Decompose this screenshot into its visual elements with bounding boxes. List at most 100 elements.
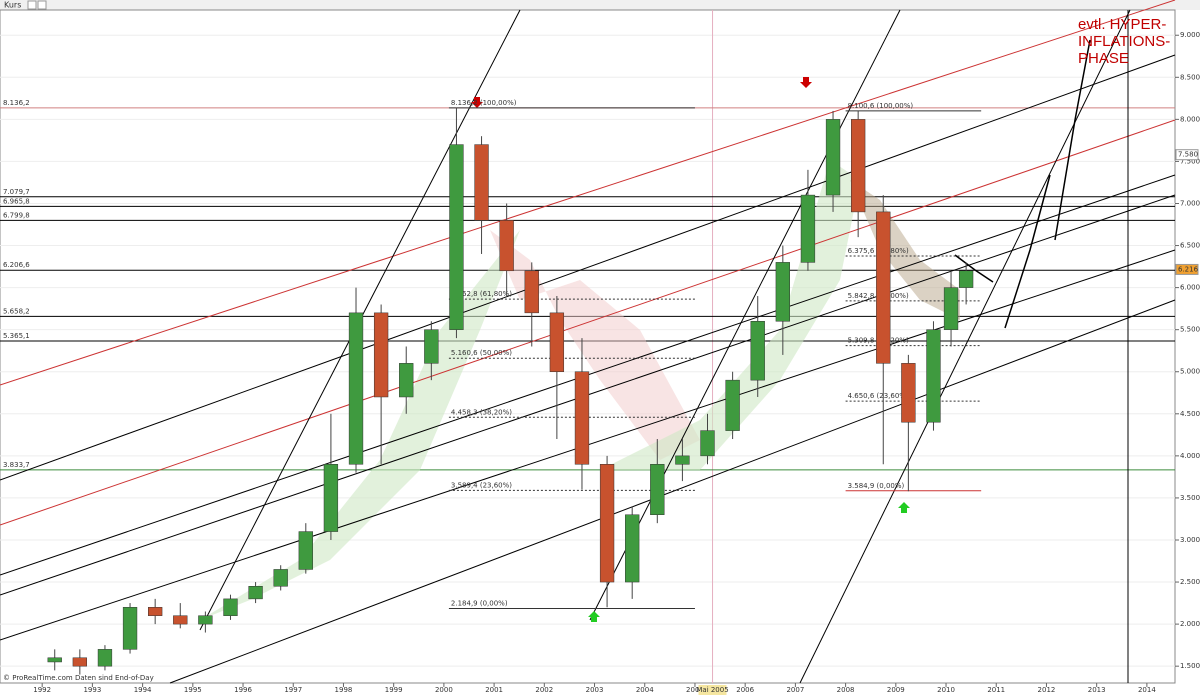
fib-label: 3.589,4 (23,60%): [451, 481, 512, 489]
y-tick-label: 5.500: [1180, 326, 1200, 334]
candle-body: [97, 649, 113, 667]
arrow: [954, 254, 994, 283]
x-tick-label: 2007: [786, 686, 804, 694]
y-tick-label: 8.500: [1180, 73, 1200, 81]
x-tick-label: 1995: [184, 686, 202, 694]
candle-body: [248, 586, 263, 600]
signal-arrow: [588, 611, 600, 622]
candle-body: [273, 569, 288, 587]
y-tick-label: 2.000: [1180, 620, 1200, 628]
level-label: 5.365,1: [3, 332, 30, 340]
candle-body: [549, 312, 565, 372]
candle-body: [148, 607, 163, 616]
candle-body: [524, 270, 539, 314]
candle-body: [675, 455, 690, 465]
candle-body: [725, 379, 740, 431]
tool-button[interactable]: [37, 0, 47, 10]
candle-body: [700, 430, 715, 457]
plot-frame: [0, 9, 1176, 684]
x-tick-label: 2001: [485, 686, 503, 694]
x-tick-label: 1993: [83, 686, 101, 694]
x-tick-label: 2000: [435, 686, 453, 694]
candle-body: [373, 312, 389, 398]
y-tick-label: 1.500: [1180, 662, 1200, 670]
candle-body: [750, 321, 765, 381]
price-box: [1175, 263, 1199, 275]
x-tick-label: 2002: [535, 686, 553, 694]
candle-body: [926, 329, 941, 423]
candle-body: [625, 514, 640, 583]
y-tick-label: 8.000: [1180, 115, 1200, 123]
candle-body: [198, 615, 213, 625]
y-tick-label: 4.500: [1180, 410, 1200, 418]
level-label: 6.206,6: [3, 261, 30, 269]
candle-body: [298, 531, 313, 570]
x-tick-label: 2013: [1088, 686, 1106, 694]
arrow: [1004, 174, 1051, 329]
fib-label: 5.862,8 (61,80%): [451, 290, 512, 298]
candle-body: [958, 270, 974, 288]
candle-body: [876, 211, 891, 364]
fib-label: 5.160,6 (50,00%): [451, 349, 512, 357]
y-tick-label: 4.000: [1180, 452, 1200, 460]
candle-body: [599, 464, 615, 583]
toolbar: [0, 0, 1200, 10]
fib-label: 8.100,6 (100,00%): [848, 102, 914, 110]
tool-button[interactable]: [27, 0, 37, 10]
candle-body: [424, 329, 439, 364]
y-tick-label: 7.000: [1180, 199, 1200, 207]
x-tick-label: 2004: [636, 686, 654, 694]
source: © ProRealTime.com Daten sind End-of-Day: [3, 674, 154, 682]
signal-arrow: [800, 77, 812, 88]
candle-body: [348, 312, 364, 465]
candle-body: [323, 464, 339, 532]
fib-label: 8.136,2 (100,00%): [451, 99, 517, 107]
x-tick-label: 2012: [1038, 686, 1056, 694]
candle-body: [499, 220, 514, 272]
candle-body: [650, 464, 665, 515]
level-label: 5.658,2: [3, 307, 30, 315]
trend-line: [169, 299, 1176, 684]
trend-line: [0, 54, 1176, 481]
price-label: 7.580: [1178, 151, 1198, 159]
candle-body: [122, 607, 138, 650]
panel-title: Kurs: [4, 1, 21, 10]
arrow: [1054, 39, 1091, 241]
x-tick-label: 2005: [686, 686, 704, 694]
level-label: 3.833,7: [3, 461, 30, 469]
x-tick-label: 2006: [736, 686, 754, 694]
trend-line: [0, 0, 1176, 386]
x-tick-label: 2009: [887, 686, 905, 694]
x-tick-label: 2010: [937, 686, 955, 694]
fib-label: 4.458,3 (38,20%): [451, 408, 512, 416]
level-label: 6.965,8: [3, 197, 30, 205]
candle-body: [399, 363, 414, 398]
y-tick-label: 5.000: [1180, 368, 1200, 376]
annotation: evtl. HYPER-: [1078, 16, 1166, 33]
candle-body: [825, 119, 841, 196]
y-tick-label: 6.500: [1180, 242, 1200, 250]
candle-body: [72, 657, 87, 667]
x-marker-box: [698, 685, 727, 695]
annotation: PHASE: [1078, 50, 1129, 67]
x-tick-label: 1998: [335, 686, 353, 694]
trend-line: [589, 9, 901, 621]
level-label: 7.079,7: [3, 188, 30, 196]
x-tick-label: 2008: [837, 686, 855, 694]
x-tick-label: 1996: [234, 686, 252, 694]
candle-body: [474, 144, 489, 221]
candle-body: [173, 615, 188, 625]
signal-arrow: [471, 97, 483, 108]
x-marker-label: Mai 2005: [696, 686, 728, 694]
x-tick-label: 1997: [284, 686, 302, 694]
signal-arrows: [471, 77, 910, 622]
candle-body: [943, 287, 959, 330]
annotation: INFLATIONS-: [1078, 33, 1170, 50]
candle-body: [47, 657, 62, 663]
y-tick-label: 3.500: [1180, 494, 1200, 502]
x-tick-label: 1999: [385, 686, 403, 694]
level-label: 8.136,2: [3, 99, 30, 107]
fib-label: 3.584,9 (0,00%): [848, 482, 905, 490]
fib-label: 4.650,6 (23,60%): [848, 392, 909, 400]
x-tick-label: 2003: [586, 686, 604, 694]
